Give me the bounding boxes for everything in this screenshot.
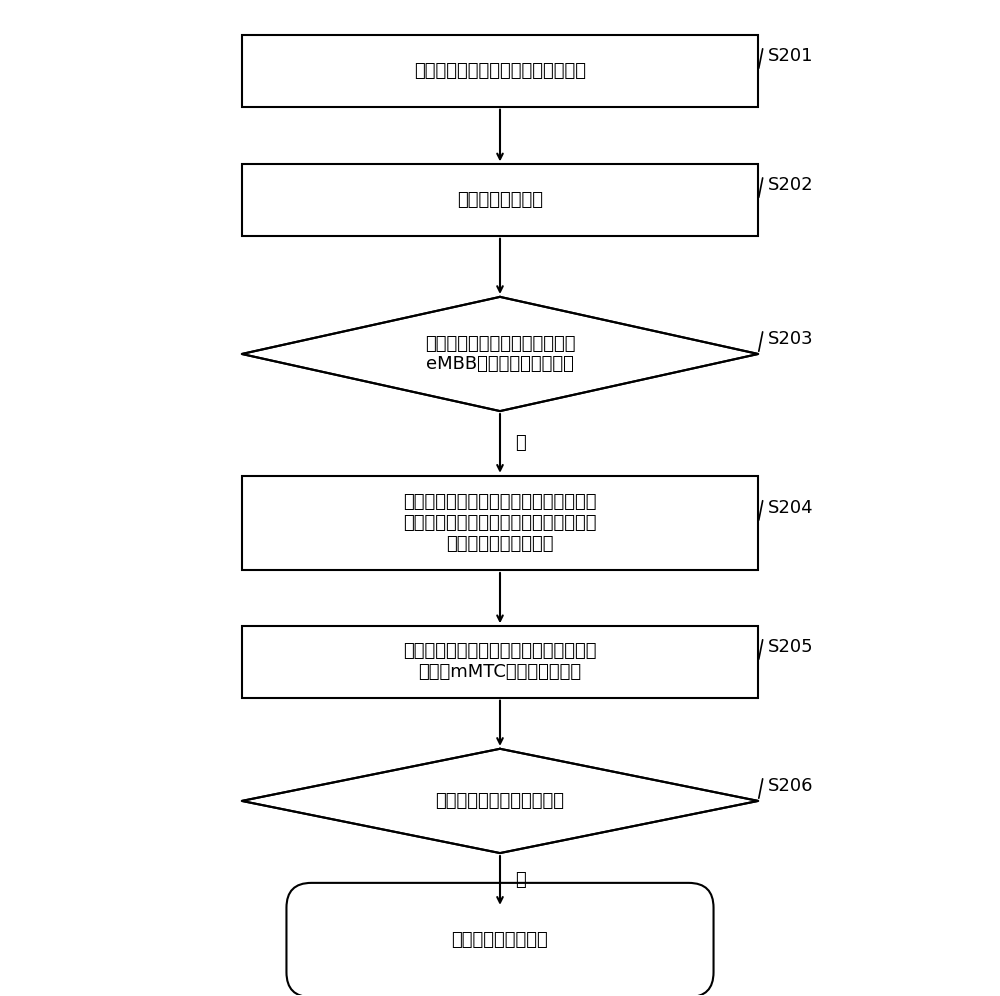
Polygon shape bbox=[242, 297, 758, 411]
Text: S203: S203 bbox=[768, 330, 814, 348]
Text: 本具体示例流程结束: 本具体示例流程结束 bbox=[452, 931, 548, 949]
FancyBboxPatch shape bbox=[242, 35, 758, 107]
Text: S201: S201 bbox=[768, 47, 814, 65]
Text: 否: 否 bbox=[515, 872, 526, 889]
Text: S205: S205 bbox=[768, 638, 814, 656]
Text: S202: S202 bbox=[768, 176, 814, 194]
FancyBboxPatch shape bbox=[286, 882, 714, 996]
Text: 判定剩余带宽是否能够符合一个
eMBB场景的子载波的宽度: 判定剩余带宽是否能够符合一个 eMBB场景的子载波的宽度 bbox=[425, 335, 575, 374]
Text: 确定候选用户设备: 确定候选用户设备 bbox=[457, 191, 543, 209]
Text: 对系统内用户设备的状态进行初始化: 对系统内用户设备的状态进行初始化 bbox=[414, 62, 586, 80]
Text: 将所述更新后的剩余带宽平均分配到适用
于所述mMTC场景的子载波中: 将所述更新后的剩余带宽平均分配到适用 于所述mMTC场景的子载波中 bbox=[403, 642, 597, 681]
Text: S204: S204 bbox=[768, 499, 814, 517]
Text: S206: S206 bbox=[768, 777, 814, 795]
FancyBboxPatch shape bbox=[242, 164, 758, 236]
FancyBboxPatch shape bbox=[242, 626, 758, 697]
Polygon shape bbox=[242, 749, 758, 854]
FancyBboxPatch shape bbox=[242, 476, 758, 570]
Text: 从所述候选用户设备中轮流选择一个目标
候选用户设备，并为所述目标候选用户设
备定量分配一个子载波: 从所述候选用户设备中轮流选择一个目标 候选用户设备，并为所述目标候选用户设 备定… bbox=[403, 493, 597, 553]
Text: 判断系统状态是否发生变化: 判断系统状态是否发生变化 bbox=[436, 792, 564, 810]
Text: 是: 是 bbox=[515, 434, 526, 452]
